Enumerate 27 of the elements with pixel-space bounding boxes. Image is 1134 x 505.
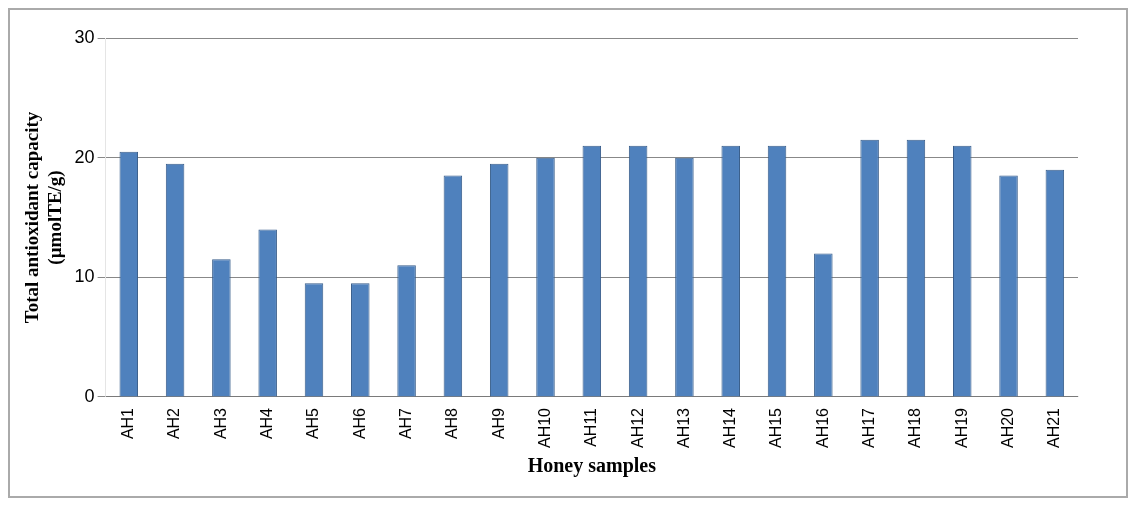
y-tick-label: 20 xyxy=(74,146,95,167)
x-tick-label: AH6 xyxy=(350,407,368,440)
x-axis-title: Honey samples xyxy=(527,454,657,478)
x-tick-label: AH14 xyxy=(721,407,739,449)
x-tick-label: AH4 xyxy=(258,407,276,440)
x-tick-label: AH12 xyxy=(628,407,646,449)
x-tick-label: AH16 xyxy=(813,407,831,449)
x-tick-label: AH15 xyxy=(767,407,785,449)
y-tick-label: 30 xyxy=(74,26,95,47)
x-tick-label: AH17 xyxy=(860,407,878,449)
x-tick-label: AH19 xyxy=(952,407,970,449)
x-tick-label: AH9 xyxy=(489,407,507,440)
y-tick-label: 0 xyxy=(84,385,95,406)
x-tick-label: AH13 xyxy=(674,407,692,449)
x-tick-label: AH18 xyxy=(906,407,924,449)
y-axis-title: Total antioxidant capacity (µmolTE/g) xyxy=(21,111,67,324)
x-tick-label: AH8 xyxy=(443,407,461,440)
x-tick-label: AH2 xyxy=(165,407,183,440)
x-tick-label: AH3 xyxy=(211,407,229,440)
x-tick-label: AH1 xyxy=(119,407,137,440)
x-tick-label: AH20 xyxy=(998,407,1016,449)
x-tick-label: AH7 xyxy=(397,407,414,440)
x-tick-label: AH11 xyxy=(582,407,600,447)
x-tick-label: AH5 xyxy=(304,407,322,440)
x-tick-label: AH21 xyxy=(1045,407,1063,449)
x-tick-label: AH10 xyxy=(535,407,553,449)
y-tick-label: 10 xyxy=(74,266,95,287)
